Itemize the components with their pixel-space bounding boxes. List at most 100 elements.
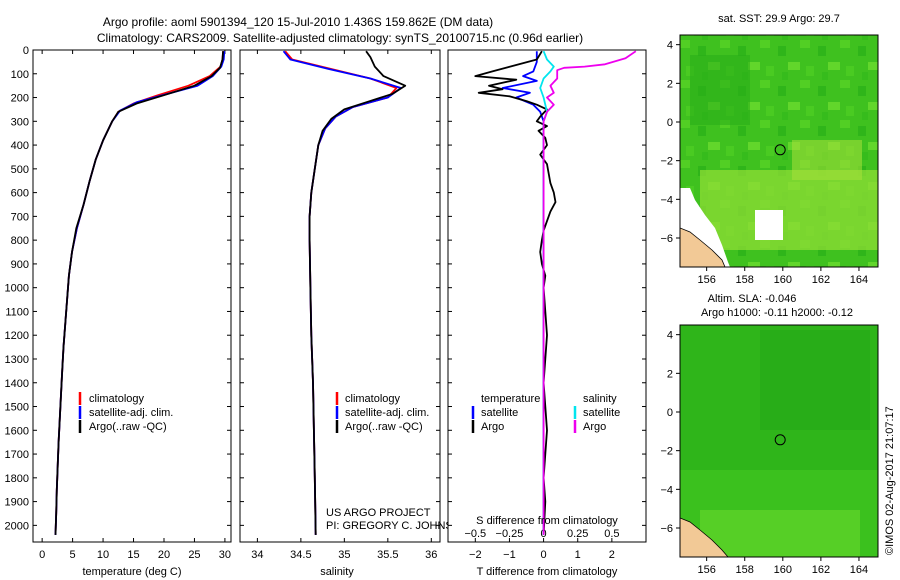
salinity-tick-label: −0.25 [496, 528, 524, 540]
x-tick-label: 0 [541, 549, 547, 561]
map-y-tick-label: 0 [667, 117, 673, 129]
map-y-tick-label: 0 [667, 407, 673, 419]
legend-label-temp-satellite: satellite [481, 407, 518, 419]
map-x-tick-label: 160 [774, 274, 792, 286]
figure-title-line2: Climatology: CARS2009. Satellite-adjuste… [97, 31, 583, 45]
difference-axes [447, 49, 647, 543]
x-tick-label: 1 [575, 549, 581, 561]
series-line-salinity-argo [542, 50, 637, 535]
y-tick-label: 300 [11, 116, 29, 128]
y-tick-label: 200 [11, 93, 29, 105]
y-tick-label: 1500 [5, 402, 29, 414]
difference-xlabel-top: S difference from climatology [476, 515, 618, 527]
x-tick-label: 2 [609, 549, 615, 561]
sst-map-panel: sat. SST: 29.9 Argo: 29.7 156 158 160 162 16… [660, 13, 879, 286]
pi-credit: PI: GREGORY C. JOHNSON [326, 520, 469, 532]
map-y-tick-label: 4 [667, 330, 673, 342]
y-tick-label: 2000 [5, 520, 29, 532]
x-tick-label: −1 [503, 549, 516, 561]
sla-map-panel: Altim. SLA: -0.046 Argo h1000: -0.11 h20… [660, 293, 879, 576]
y-tick-label: 1600 [5, 425, 29, 437]
map-x-tick-label: 156 [697, 564, 715, 576]
difference-panel: −2 −1 0 1 2−0.5 −0.25 0 0.25 0.5 S difference fr… [447, 49, 647, 578]
x-tick-label: 20 [158, 549, 170, 561]
legend-header-temperature: temperature [481, 393, 540, 405]
map-y-tick-label: 2 [667, 78, 673, 90]
map-x-tick-label: 164 [850, 564, 868, 576]
x-tick-label: −2 [469, 549, 482, 561]
map-x-tick-label: 158 [736, 564, 754, 576]
sst-map-frame [679, 34, 879, 268]
legend-label-argo: Argo(..raw -QC) [89, 421, 167, 433]
legend-label-argo: Argo(..raw -QC) [345, 421, 423, 433]
sst-argo-marker [774, 144, 786, 156]
sla-argo-marker [774, 434, 786, 446]
map-y-tick-label: −2 [660, 446, 673, 458]
y-tick-label: 100 [11, 69, 29, 81]
legend-header-salinity: salinity [583, 393, 617, 405]
x-tick-label: 35 [338, 549, 350, 561]
figure-title-line1: Argo profile: aoml 5901394_120 15-Jul-20… [103, 15, 493, 29]
y-tick-label: 700 [11, 211, 29, 223]
map-y-tick-label: −6 [660, 233, 673, 245]
sla-map-frame [679, 324, 879, 558]
y-tick-label: 1300 [5, 354, 29, 366]
x-tick-label: 25 [188, 549, 200, 561]
salinity-axes [239, 49, 441, 543]
map-x-tick-label: 162 [812, 274, 830, 286]
salinity-tick-label: −0.5 [464, 528, 486, 540]
sla-map-title-line1: Altim. SLA: -0.046 [708, 293, 797, 305]
y-tick-label: 1100 [5, 306, 29, 318]
temperature-panel: 0100200300400500600700800900100011001200… [5, 45, 232, 578]
salinity-legend: climatology satellite-adj. clim. Argo(..… [335, 392, 429, 433]
difference-xlabel: T difference from climatology [477, 566, 618, 578]
legend-label-temp-argo: Argo [481, 421, 504, 433]
map-x-tick-label: 164 [850, 274, 868, 286]
map-y-tick-label: 4 [667, 40, 673, 52]
y-tick-label: 900 [11, 259, 29, 271]
map-y-tick-label: −6 [660, 523, 673, 535]
map-x-tick-label: 162 [812, 564, 830, 576]
salinity-xlabel: salinity [320, 566, 354, 578]
temperature-axes [32, 49, 232, 543]
y-tick-label: 1800 [5, 473, 29, 485]
series-line-argo-raw-qc- [54, 51, 224, 535]
sst-cool-patch [690, 55, 750, 125]
x-tick-label: 0 [39, 549, 45, 561]
map-y-tick-label: −2 [660, 156, 673, 168]
sla-high-patch-2 [700, 510, 860, 557]
difference-legend: temperature salinity satellite Argo sate… [471, 393, 620, 433]
y-tick-label: 400 [11, 140, 29, 152]
x-tick-label: 10 [97, 549, 109, 561]
sst-map-title: sat. SST: 29.9 Argo: 29.7 [718, 13, 840, 25]
y-tick-label: 1400 [5, 378, 29, 390]
x-tick-label: 30 [219, 549, 231, 561]
x-tick-label: 15 [127, 549, 139, 561]
legend-label-climatology: climatology [89, 393, 145, 405]
sla-map-title-line2: Argo h1000: -0.11 h2000: -0.12 [701, 307, 853, 319]
y-tick-label: 1900 [5, 497, 29, 509]
temperature-legend: climatology satellite-adj. clim. Argo(..… [78, 392, 173, 433]
sst-land [680, 227, 726, 267]
project-credit: US ARGO PROJECT [326, 507, 431, 519]
y-tick-label: 1200 [5, 330, 29, 342]
map-y-tick-label: −4 [660, 484, 673, 496]
y-tick-label: 800 [11, 235, 29, 247]
sla-low-patch [760, 330, 870, 430]
x-tick-label: 36 [425, 549, 437, 561]
timestamp-stamp: ©IMOS 02-Aug-2017 21:07:17 [884, 406, 896, 555]
y-tick-label: 1700 [5, 449, 29, 461]
map-y-tick-label: −4 [660, 194, 673, 206]
y-tick-label: 0 [23, 45, 29, 57]
legend-label-sal-satellite: satellite [583, 407, 620, 419]
sst-warm-patch-2 [792, 140, 862, 180]
legend-label-satellite: satellite-adj. clim. [89, 407, 173, 419]
series-line-argo-raw-qc- [308, 50, 407, 535]
temperature-xlabel: temperature (deg C) [82, 566, 181, 578]
sst-cloud-gap [755, 210, 783, 240]
legend-label-climatology: climatology [345, 393, 401, 405]
legend-label-satellite: satellite-adj. clim. [345, 407, 429, 419]
map-y-tick-label: 2 [667, 368, 673, 380]
salinity-tick-label: 0.5 [604, 528, 619, 540]
